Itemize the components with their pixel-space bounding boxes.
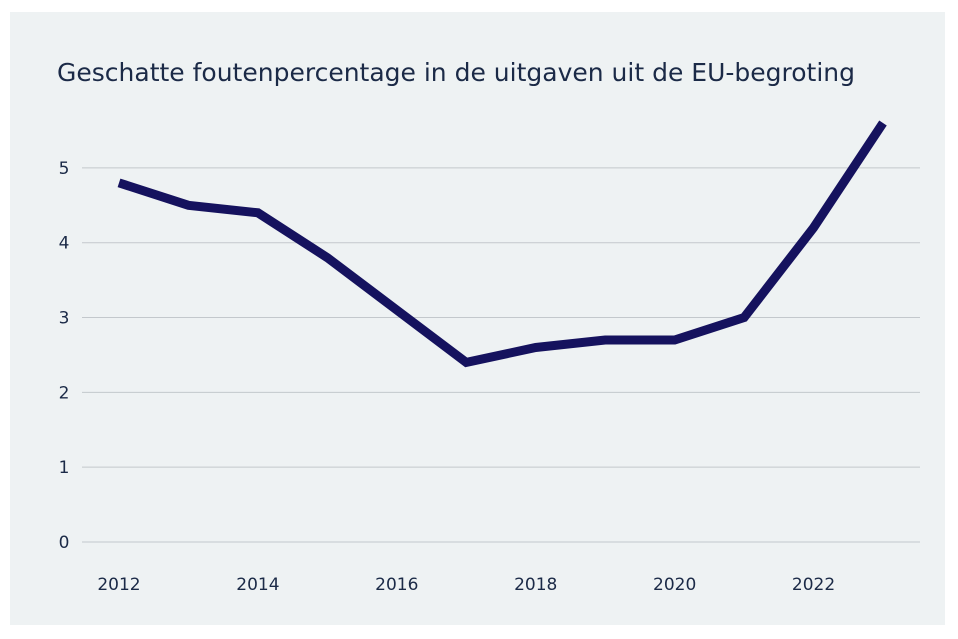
x-tick-label: 2016 (375, 575, 418, 595)
y-tick-label: 5 (59, 159, 70, 179)
y-tick-label: 1 (59, 458, 70, 478)
y-tick-label: 4 (59, 234, 70, 254)
chart-title: Geschatte foutenpercentage in de uitgave… (57, 58, 855, 87)
y-tick-label: 3 (59, 309, 70, 329)
y-tick-label: 2 (59, 383, 70, 403)
x-tick-label: 2022 (792, 575, 835, 595)
x-tick-label: 2014 (236, 575, 279, 595)
chart-panel (10, 12, 945, 625)
x-tick-label: 2018 (514, 575, 557, 595)
y-tick-label: 0 (59, 533, 70, 553)
x-tick-label: 2020 (653, 575, 696, 595)
data-line (117, 120, 887, 368)
x-tick-label: 2012 (97, 575, 140, 595)
